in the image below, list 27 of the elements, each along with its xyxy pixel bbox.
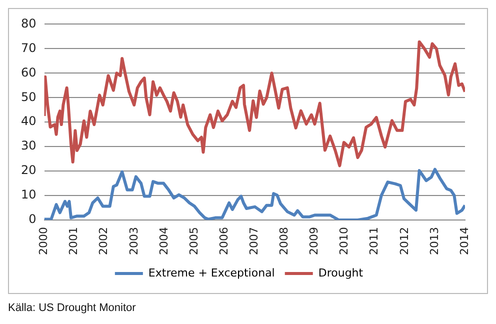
x-tick-label: 2001	[67, 227, 80, 256]
x-tick-label: 2014	[458, 227, 471, 256]
x-tick-label: 2004	[157, 227, 170, 256]
x-tick-label: 2012	[398, 227, 411, 256]
x-tick-label: 2005	[187, 227, 200, 256]
y-tick-label: 30	[20, 138, 36, 153]
x-tick-label: 2013	[428, 227, 441, 256]
y-tick-label: 70	[20, 40, 36, 55]
x-tick-label: 2007	[247, 227, 260, 256]
legend-label: Drought	[318, 266, 364, 280]
text: Källa: US Drought Monitor	[8, 302, 137, 314]
legend-label: Extreme + Exceptional	[148, 266, 275, 280]
y-tick-label: 20	[20, 163, 36, 178]
x-tick-label: 2000	[37, 227, 50, 256]
y-tick-label: 40	[20, 114, 36, 128]
x-tick-label: 2011	[368, 227, 381, 256]
y-tick-label: 80	[20, 16, 36, 30]
x-tick-label: 2008	[278, 227, 291, 256]
y-tick-label: 10	[20, 188, 36, 202]
y-tick-label: 0	[28, 212, 36, 226]
x-tick-label: 2010	[338, 227, 351, 256]
y-tick-label: 60	[20, 65, 36, 80]
x-tick-label: 2002	[97, 227, 110, 256]
y-tick-label: 50	[20, 90, 36, 104]
x-tick-label: 2003	[127, 227, 140, 256]
x-tick-label: 2009	[308, 227, 321, 256]
x-tick-label: 2006	[217, 227, 230, 256]
